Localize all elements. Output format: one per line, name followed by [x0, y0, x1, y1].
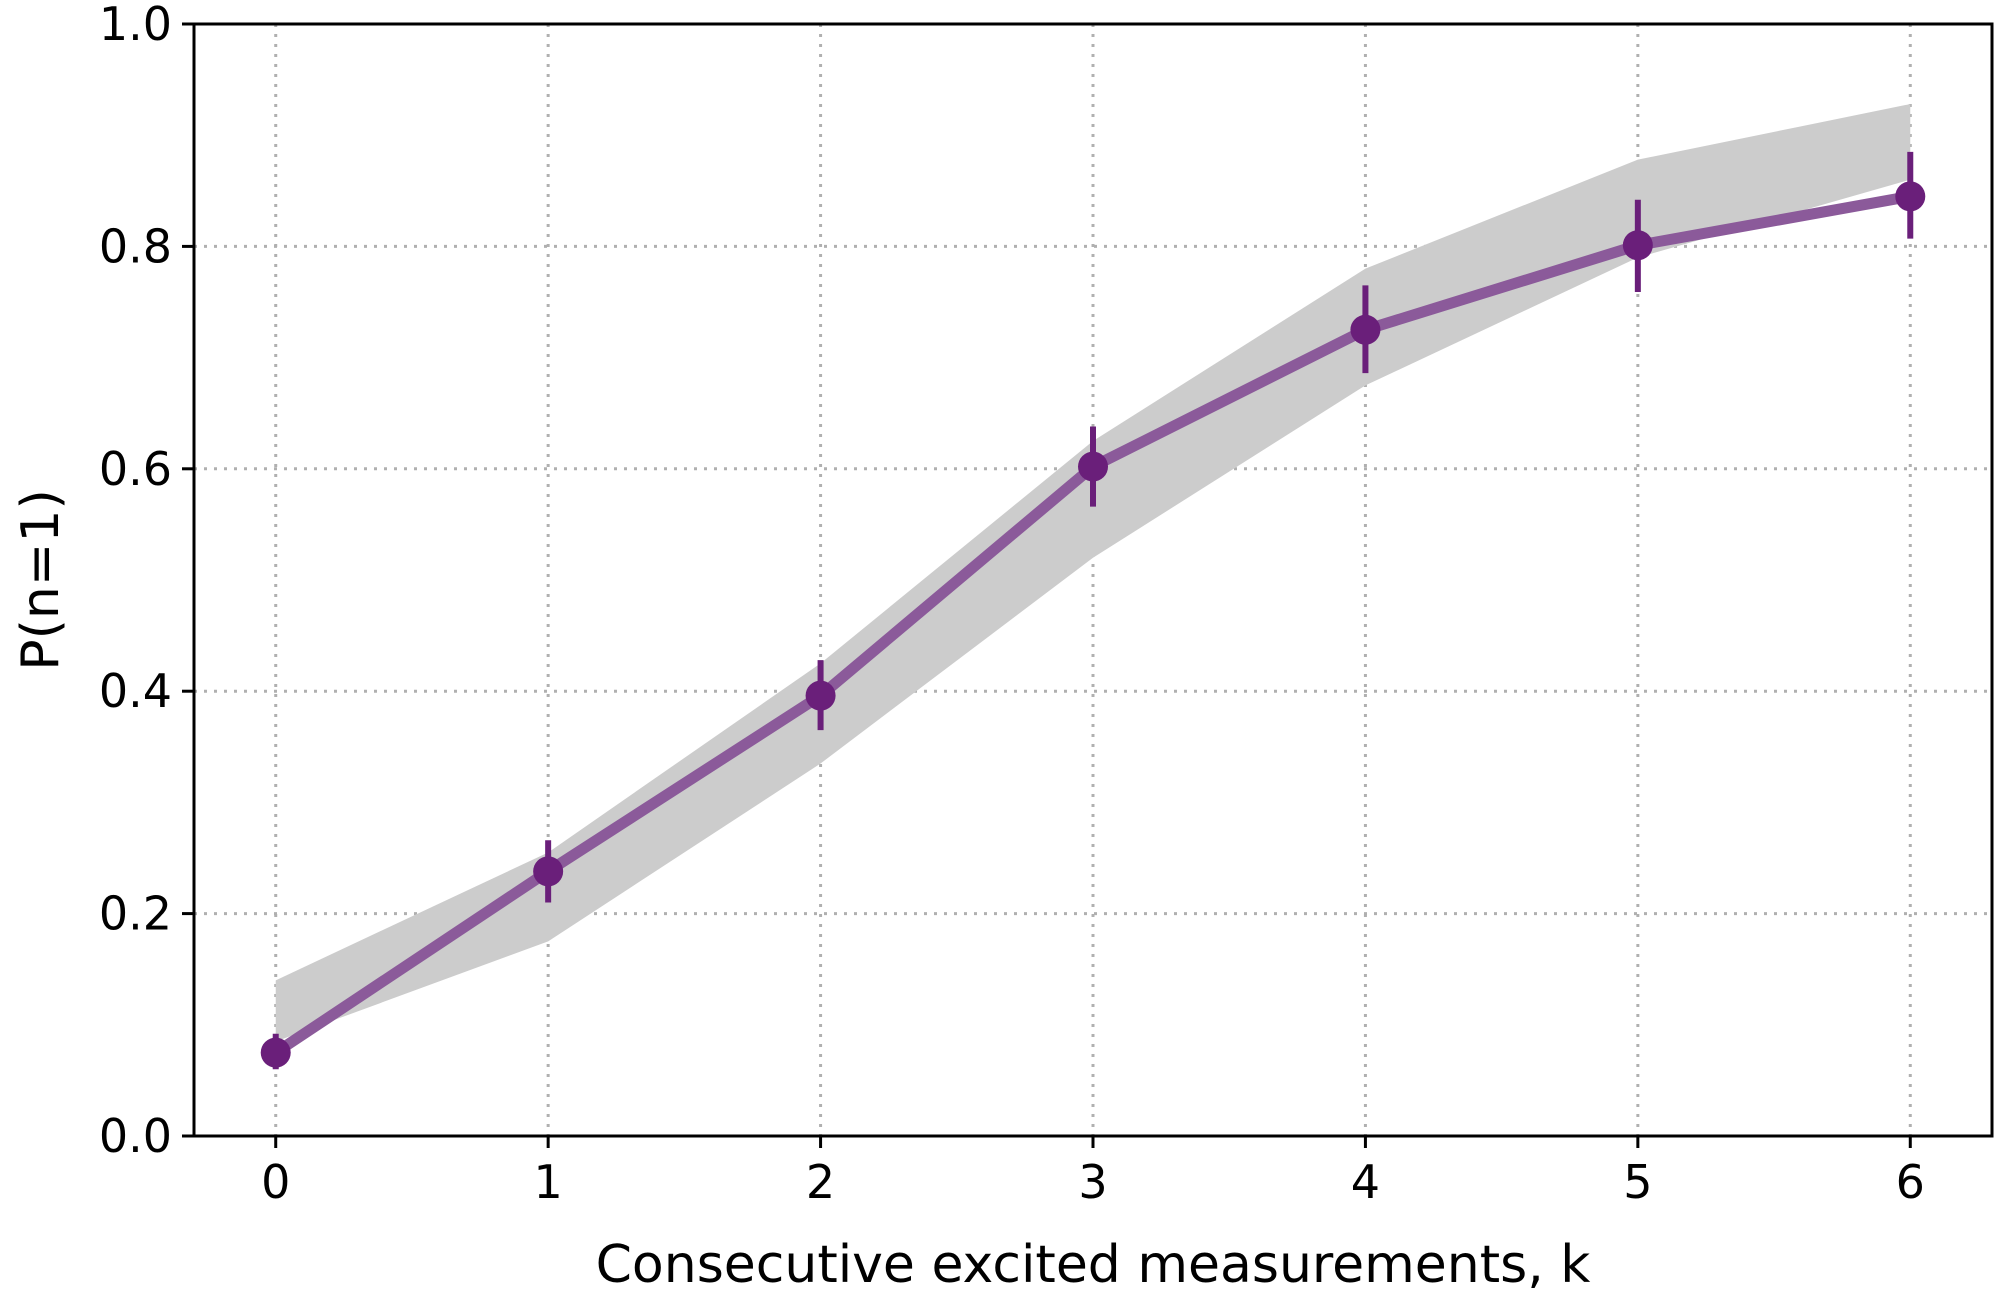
y-tick-label: 0.8 [99, 219, 172, 273]
data-point [260, 1037, 291, 1068]
x-tick-label: 3 [1078, 1155, 1107, 1209]
data-point [1895, 181, 1926, 212]
data-point [1350, 314, 1381, 345]
data-point [805, 680, 836, 711]
y-tick-label: 1.0 [99, 0, 172, 51]
y-tick-label: 0.4 [99, 664, 172, 718]
y-tick-label: 0.0 [99, 1109, 172, 1163]
x-axis-label: Consecutive excited measurements, k [596, 1235, 1591, 1295]
y-tick-label: 0.6 [99, 442, 172, 496]
x-tick-label: 5 [1623, 1155, 1652, 1209]
x-tick-label: 2 [806, 1155, 835, 1209]
data-series [260, 151, 1926, 1070]
y-tick-label: 0.2 [99, 887, 172, 941]
ticks: 0 1 2 3 4 5 6 0.0 0.2 0.4 0.6 0.8 1.0 [99, 0, 1925, 1209]
data-point [1078, 451, 1108, 482]
confidence-band [275, 104, 1911, 1042]
x-tick-label: 6 [1896, 1155, 1925, 1209]
x-tick-label: 1 [534, 1155, 563, 1209]
data-point [533, 856, 564, 887]
data-point [1622, 230, 1653, 261]
x-tick-label: 4 [1351, 1155, 1380, 1209]
confidence-band-area [275, 104, 1911, 1042]
x-tick-label: 0 [261, 1155, 290, 1209]
y-axis-label: P(n=1) [11, 489, 71, 671]
